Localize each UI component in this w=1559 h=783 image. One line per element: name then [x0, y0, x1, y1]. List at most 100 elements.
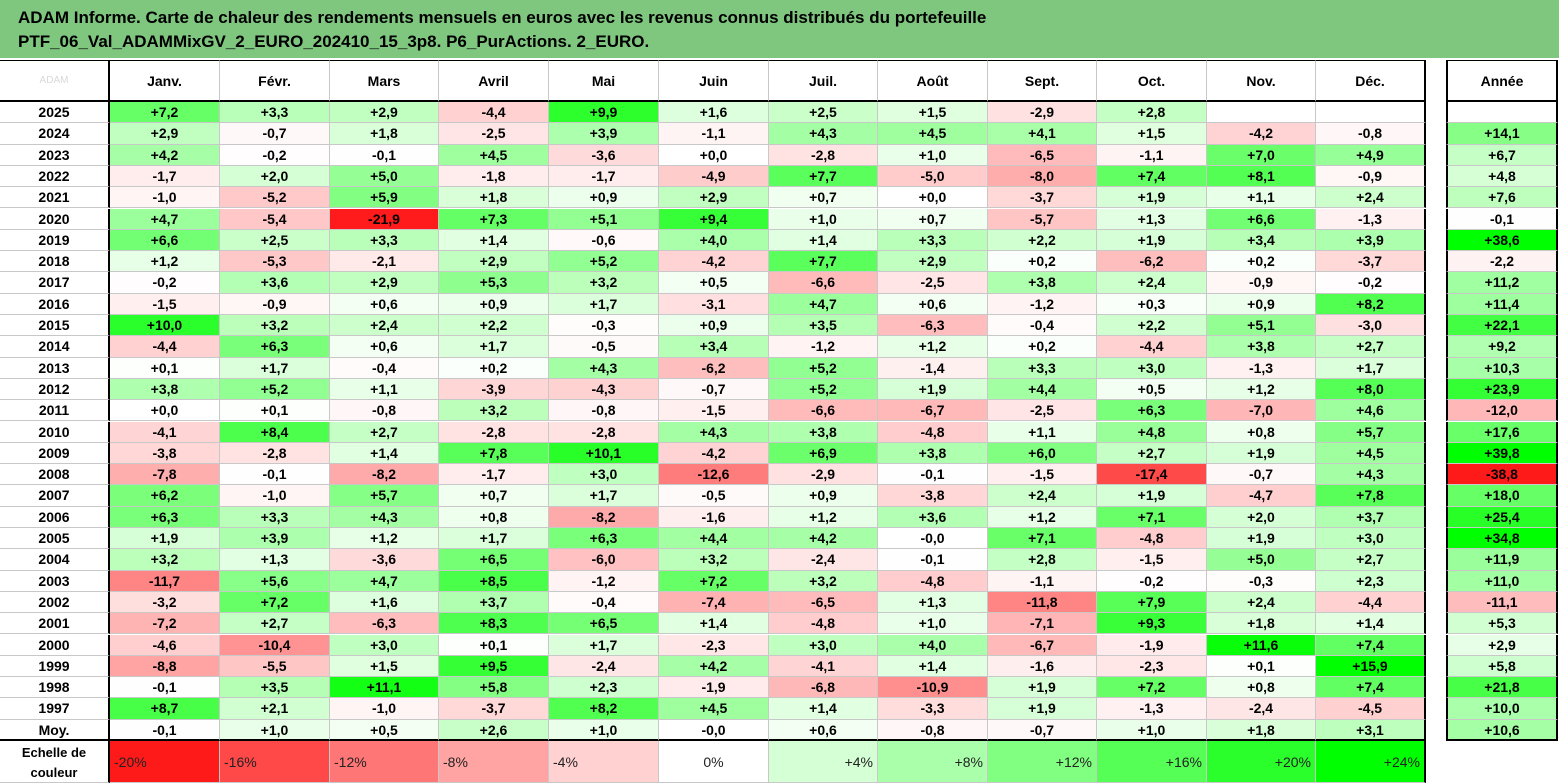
heatmap-cell: -4,4 [439, 102, 549, 124]
heatmap-cell: -12,6 [659, 464, 769, 486]
row-label-2024: 2024 [0, 123, 110, 145]
heatmap-cell: +2,4 [988, 485, 1097, 507]
heatmap-cell: -1,1 [1097, 144, 1207, 166]
heatmap-cell: -1,5 [1097, 549, 1207, 571]
heatmap-cell: +0,1 [110, 357, 220, 379]
heatmap-cell: +2,9 [659, 187, 769, 209]
heatmap-cell: +8,0 [1316, 378, 1426, 401]
heatmap-cell: +0,9 [769, 485, 878, 507]
heatmap-cell: -1,7 [439, 464, 549, 486]
row-label-2022: 2022 [0, 165, 110, 188]
heatmap-cell: +5,2 [769, 378, 878, 401]
scale-label-line-2: couleur [30, 765, 78, 780]
row-label-2001: 2001 [0, 613, 110, 635]
heatmap-cell: -2,4 [769, 549, 878, 571]
heatmap-cell: +1,5 [878, 102, 988, 124]
heatmap-cell: +2,1 [220, 698, 330, 720]
scale-step: -12% [330, 741, 439, 783]
heatmap-cell: +9,3 [1097, 613, 1207, 635]
heatmap-cell: -21,9 [330, 208, 439, 230]
heatmap-cell: -4,8 [878, 570, 988, 592]
heatmap-cell: +0,6 [878, 293, 988, 315]
heatmap-cell: +1,8 [1207, 613, 1316, 635]
year-total-cell: +6,7 [1446, 144, 1558, 166]
heatmap-cell: +0,1 [220, 400, 330, 422]
heatmap-cell: +1,1 [330, 378, 439, 401]
heatmap-cell: +3,6 [878, 506, 988, 528]
heatmap-cell: +6,6 [1207, 208, 1316, 230]
heatmap-cell: +0,2 [1207, 251, 1316, 273]
heatmap-cell: +4,8 [1097, 421, 1207, 443]
scale-step: +12% [988, 741, 1097, 783]
heatmap-cell: +3,6 [220, 272, 330, 294]
heatmap-cell: -1,2 [769, 336, 878, 358]
heatmap-cell: -0,1 [110, 677, 220, 699]
scale-step: -20% [110, 741, 220, 783]
heatmap-cell: +2,4 [330, 315, 439, 337]
heatmap-cell: -0,2 [110, 272, 220, 294]
heatmap-cell: +4,2 [110, 144, 220, 166]
heatmap-cell: -0,0 [878, 528, 988, 550]
year-total-cell: +11,9 [1446, 549, 1558, 571]
heatmap-cell: +1,0 [878, 613, 988, 635]
heatmap-cell: -3,7 [988, 187, 1097, 209]
heatmap-cell: +0,8 [1207, 421, 1316, 443]
heatmap-cell: +7,7 [769, 251, 878, 273]
heatmap-cell: +3,3 [330, 229, 439, 252]
heatmap-cell: +5,1 [549, 208, 659, 230]
heatmap-cell: -0,4 [330, 357, 439, 379]
row-label-2017: 2017 [0, 272, 110, 294]
heatmap-cell: -1,9 [1097, 634, 1207, 656]
heatmap-cell: +4,1 [988, 123, 1097, 145]
scale-label-line-1: Echelle de [21, 745, 87, 760]
heatmap-cell: +0,0 [110, 400, 220, 422]
heatmap-cell: +1,2 [110, 251, 220, 273]
heatmap-cell: +1,9 [1097, 485, 1207, 507]
heatmap-cell: +1,4 [659, 613, 769, 635]
row-label-2005: 2005 [0, 528, 110, 550]
heatmap-cell: -0,2 [1316, 272, 1426, 294]
heatmap-cell: +2,4 [1316, 187, 1426, 209]
row-label-2004: 2004 [0, 549, 110, 571]
year-total-cell: +25,4 [1446, 506, 1558, 528]
heatmap-cell: +5,2 [220, 378, 330, 401]
heatmap-cell: -5,0 [878, 165, 988, 188]
heatmap-cell: -0,2 [220, 144, 330, 166]
heatmap-cell: -6,3 [330, 613, 439, 635]
column-header-2: Févr. [220, 60, 330, 102]
row-label-2023: 2023 [0, 144, 110, 166]
heatmap-cell: +0,9 [439, 293, 549, 315]
heatmap-cell: +3,8 [769, 421, 878, 443]
column-header-1: Janv. [110, 60, 220, 102]
heatmap-cell: +4,2 [659, 655, 769, 678]
heatmap-cell: -5,3 [220, 251, 330, 273]
heatmap-cell: +1,8 [330, 123, 439, 145]
heatmap-cell: +0,9 [1207, 293, 1316, 315]
heatmap-cell: +1,5 [330, 655, 439, 678]
heatmap-cell: +1,4 [330, 442, 439, 465]
column-header-10: Oct. [1097, 60, 1207, 102]
heatmap-cell: -2,8 [439, 421, 549, 443]
heatmap-cell: +3,8 [1207, 336, 1316, 358]
row-label-1997: 1997 [0, 698, 110, 720]
heatmap-cell: +9,5 [439, 655, 549, 678]
heatmap-cell: +7,2 [659, 570, 769, 592]
column-header-11: Nov. [1207, 60, 1316, 102]
column-header-7: Juil. [769, 60, 878, 102]
heatmap-cell: +5,7 [1316, 421, 1426, 443]
year-total-cell: +22,1 [1446, 315, 1558, 337]
heatmap-cell: -3,2 [110, 591, 220, 614]
year-total-cell: -0,1 [1446, 208, 1558, 230]
heatmap-cell: +4,6 [1316, 400, 1426, 422]
heatmap-cell: -2,3 [659, 634, 769, 656]
heatmap-cell: +6,3 [110, 506, 220, 528]
heatmap-cell: +1,9 [1207, 528, 1316, 550]
row-label-2009: 2009 [0, 442, 110, 465]
heatmap-cell: +2,4 [1097, 272, 1207, 294]
heatmap-cell: -3,3 [878, 698, 988, 720]
heatmap-cell: +1,2 [330, 528, 439, 550]
heatmap-cell: -2,9 [769, 464, 878, 486]
heatmap-cell: -0,9 [1316, 165, 1426, 188]
heatmap-cell: -3,7 [1316, 251, 1426, 273]
heatmap-cell: +1,1 [988, 421, 1097, 443]
